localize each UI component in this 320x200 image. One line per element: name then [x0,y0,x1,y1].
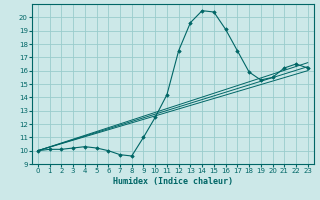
X-axis label: Humidex (Indice chaleur): Humidex (Indice chaleur) [113,177,233,186]
